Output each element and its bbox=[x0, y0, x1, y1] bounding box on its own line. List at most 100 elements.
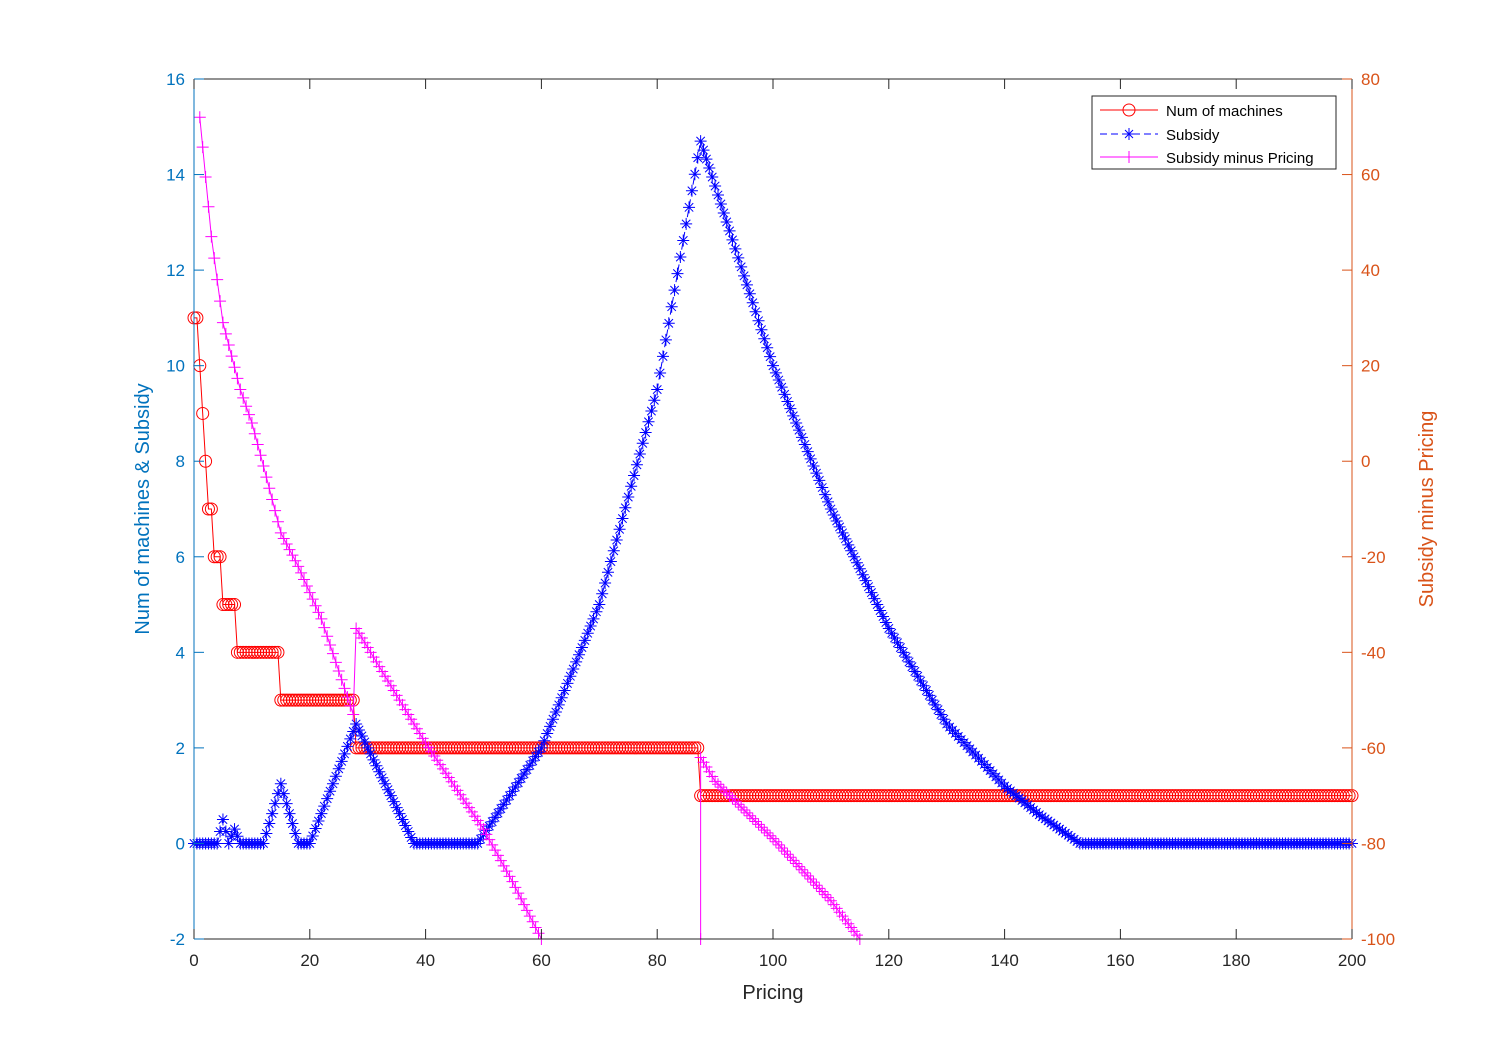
subsidy-minus-pricing-point-74 bbox=[408, 718, 421, 730]
subsidy-point-217 bbox=[816, 481, 829, 494]
subsidy-point-30 bbox=[274, 777, 287, 790]
subsidy-point-49 bbox=[329, 770, 342, 783]
subsidy-minus-pricing-point-76 bbox=[413, 727, 426, 740]
subsidy-point-305 bbox=[1070, 835, 1083, 848]
subsidy-point-129 bbox=[561, 677, 574, 690]
subsidy-minus-pricing-point-16 bbox=[240, 400, 253, 413]
subsidy-point-229 bbox=[850, 556, 863, 569]
machines-point-12 bbox=[222, 598, 236, 612]
subsidy-minus-pricing-point-143 bbox=[761, 826, 774, 839]
subsidy-minus-pricing-point-24 bbox=[263, 482, 276, 495]
subsidy-minus-pricing-point-141 bbox=[755, 821, 768, 834]
subsidy-minus-pricing-point-71 bbox=[399, 703, 412, 716]
subsidy-minus-pricing-point-57 bbox=[358, 636, 371, 649]
y-right-tick-label-8: 60 bbox=[1361, 166, 1380, 185]
subsidy-point-251 bbox=[914, 675, 927, 687]
subsidy-minus-pricing-point-154 bbox=[793, 860, 806, 873]
subsidy-minus-pricing-point-113 bbox=[520, 904, 533, 917]
subsidy-point-220 bbox=[824, 503, 837, 515]
subsidy-minus-pricing-point-152 bbox=[787, 854, 800, 867]
subsidy-point-214 bbox=[807, 460, 820, 472]
subsidy-minus-pricing-point-122 bbox=[700, 761, 713, 773]
subsidy-minus-pricing-point-150 bbox=[781, 848, 794, 861]
x-tick-label-4: 80 bbox=[648, 951, 667, 970]
subsidy-point-225 bbox=[839, 532, 852, 545]
subsidy-point-69 bbox=[387, 795, 400, 808]
subsidy-minus-pricing-point-8 bbox=[216, 316, 229, 329]
subsidy-minus-pricing-point-72 bbox=[402, 708, 415, 721]
subsidy-point-24 bbox=[257, 837, 270, 850]
subsidy-minus-pricing-point-114 bbox=[523, 910, 536, 923]
subsidy-point-178 bbox=[703, 162, 716, 175]
subsidy-minus-pricing-point-59 bbox=[364, 646, 377, 659]
subsidy-point-216 bbox=[813, 474, 826, 487]
subsidy-minus-pricing-point-147 bbox=[772, 838, 785, 851]
subsidy-minus-pricing-point-107 bbox=[503, 870, 516, 883]
subsidy-point-161 bbox=[654, 366, 667, 379]
subsidy-point-120 bbox=[535, 741, 548, 754]
subsidy-point-237 bbox=[874, 604, 887, 617]
subsidy-point-186 bbox=[726, 233, 739, 246]
subsidy-point-256 bbox=[929, 698, 942, 711]
subsidy-minus-pricing-point-101 bbox=[486, 838, 499, 851]
subsidy-point-153 bbox=[630, 458, 643, 471]
subsidy-minus-pricing-point-102 bbox=[489, 844, 502, 857]
x-tick-label-6: 120 bbox=[875, 951, 903, 970]
subsidy-point-163 bbox=[659, 333, 672, 346]
subsidy-minus-pricing-point-26 bbox=[269, 504, 282, 517]
subsidy-minus-pricing-point-27 bbox=[271, 515, 284, 528]
x-tick-label-2: 40 bbox=[416, 951, 435, 970]
legend-marker-subsidy-minus-pricing bbox=[1123, 151, 1135, 163]
y-right-tick-label-2: -60 bbox=[1361, 739, 1386, 758]
machines-point-28 bbox=[268, 645, 282, 659]
y-right-tick-label-6: 20 bbox=[1361, 357, 1380, 376]
subsidy-point-121 bbox=[538, 734, 551, 747]
subsidy-point-150 bbox=[622, 491, 635, 504]
subsidy-minus-pricing-point-134 bbox=[735, 801, 748, 814]
x-tick-label-3: 60 bbox=[532, 951, 551, 970]
subsidy-minus-pricing-point-18 bbox=[245, 417, 258, 429]
subsidy-point-11 bbox=[219, 825, 232, 838]
subsidy-point-126 bbox=[552, 698, 565, 711]
subsidy-minus-pricing-point-53 bbox=[347, 708, 360, 721]
y-right-tick-label-9: 80 bbox=[1361, 70, 1380, 89]
subsidy-point-124 bbox=[546, 713, 559, 726]
subsidy-point-15 bbox=[231, 830, 244, 843]
subsidy-point-202 bbox=[772, 374, 785, 386]
subsidy-point-255 bbox=[926, 694, 939, 707]
subsidy-point-14 bbox=[228, 823, 241, 836]
subsidy-point-230 bbox=[853, 562, 866, 575]
subsidy-point-200 bbox=[767, 359, 779, 372]
subsidy-point-299 bbox=[1053, 823, 1066, 836]
subsidy-point-190 bbox=[738, 269, 751, 282]
subsidy-point-111 bbox=[509, 780, 522, 793]
subsidy-point-128 bbox=[558, 684, 571, 697]
y-left-tick-label-4: 6 bbox=[176, 548, 185, 567]
subsidy-minus-pricing-point-12 bbox=[228, 361, 241, 374]
subsidy-point-304 bbox=[1068, 833, 1081, 846]
subsidy-point-168 bbox=[674, 251, 687, 264]
subsidy-minus-pricing-point-120 bbox=[694, 751, 707, 764]
subsidy-minus-pricing-point-124 bbox=[706, 770, 719, 783]
subsidy-minus-pricing-point-115 bbox=[526, 915, 539, 928]
subsidy-minus-pricing-point-11 bbox=[225, 350, 238, 363]
subsidy-minus-pricing-point-161 bbox=[813, 882, 826, 895]
subsidy-point-99 bbox=[474, 833, 487, 846]
y-left-tick-label-7: 12 bbox=[166, 261, 185, 280]
subsidy-point-25 bbox=[260, 827, 273, 840]
y-left-tick-label-3: 4 bbox=[176, 643, 185, 662]
subsidy-minus-pricing-point-36 bbox=[298, 573, 311, 586]
subsidy-point-223 bbox=[833, 520, 846, 533]
subsidy-point-303 bbox=[1065, 831, 1078, 844]
subsidy-point-207 bbox=[787, 409, 800, 422]
subsidy-point-294 bbox=[1039, 812, 1052, 825]
subsidy-point-131 bbox=[567, 663, 580, 676]
subsidy-point-117 bbox=[526, 754, 539, 767]
subsidy-point-172 bbox=[685, 184, 698, 197]
subsidy-point-301 bbox=[1059, 827, 1072, 840]
subsidy-minus-pricing-point-160 bbox=[810, 879, 823, 892]
subsidy-point-194 bbox=[749, 305, 762, 318]
subsidy-minus-pricing-point-17 bbox=[243, 408, 256, 421]
subsidy-point-54 bbox=[344, 732, 357, 745]
subsidy-point-249 bbox=[908, 665, 921, 678]
